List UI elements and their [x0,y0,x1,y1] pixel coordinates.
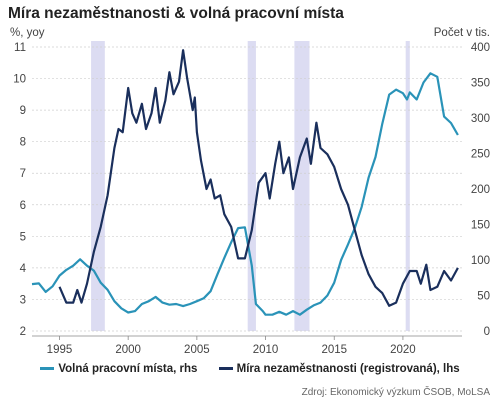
left-tick-label-6: 8 [20,137,26,149]
legend-label-vacancies: Volná pracovní místa, rhs [58,362,198,375]
right-tick-label-8: 400 [471,42,490,54]
left-tick-label-3: 5 [20,231,26,243]
legend-swatch-vacancies [40,367,55,370]
x-tick-label-5: 2020 [390,344,416,356]
x-tick-label-0: 1995 [47,344,73,356]
legend-label-unemployment: Míra nezaměstnanosti (registrovaná), lhs [236,362,460,375]
right-tick-label-1: 50 [477,291,490,303]
legend-item-vacancies: Volná pracovní místa, rhs [40,363,197,375]
right-tick-label-7: 350 [471,78,490,90]
legend-swatch-unemployment [218,367,233,370]
series-layer [31,49,459,316]
x-tick-label-4: 2015 [321,344,347,356]
source-note: Zdroj: Ekonomický výzkum ČSOB, MoLSA [301,387,490,398]
recession-band-3 [405,41,410,331]
left-tick-label-9: 11 [14,42,26,54]
left-axis-label: %, yoy [10,27,45,39]
left-tick-label-4: 6 [20,200,26,212]
chart-title: Míra nezaměstnanosti & volná pracovní mí… [8,5,344,22]
left-tick-label-0: 2 [20,326,26,338]
x-tick-label-3: 2010 [253,344,279,356]
right-axis-label: Počet v tis. [433,27,490,39]
right-tick-label-5: 250 [471,149,490,161]
series-line-0 [31,72,459,316]
left-tick-label-8: 10 [13,74,26,86]
recession-band-0 [91,41,105,331]
recession-band-1 [247,41,256,331]
right-tick-label-3: 150 [471,220,490,232]
right-tick-label-0: 0 [484,326,490,338]
left-tick-label-1: 3 [20,294,26,306]
recession-band-2 [294,41,310,331]
grid-layer [32,46,462,337]
right-tick-label-6: 300 [471,113,490,125]
left-tick-label-7: 9 [20,105,26,117]
right-tick-label-4: 200 [471,184,490,196]
x-tick-label-1: 2000 [115,344,141,356]
legend: Volná pracovní místa, rhs Míra nezaměstn… [0,361,500,375]
shading-layer [91,41,410,331]
right-tick-label-2: 100 [471,255,490,267]
legend-item-unemployment: Míra nezaměstnanosti (registrovaná), lhs [218,362,460,375]
series-line-1 [58,49,459,307]
left-tick-label-5: 7 [20,168,26,180]
left-tick-label-2: 4 [20,263,27,275]
tick-layer: 2 3 4 5 6 7 8 9 10 11 0 50 100 150 200 250 300 350 400 1995… [13,42,490,356]
x-tick-label-2: 2005 [184,344,210,356]
